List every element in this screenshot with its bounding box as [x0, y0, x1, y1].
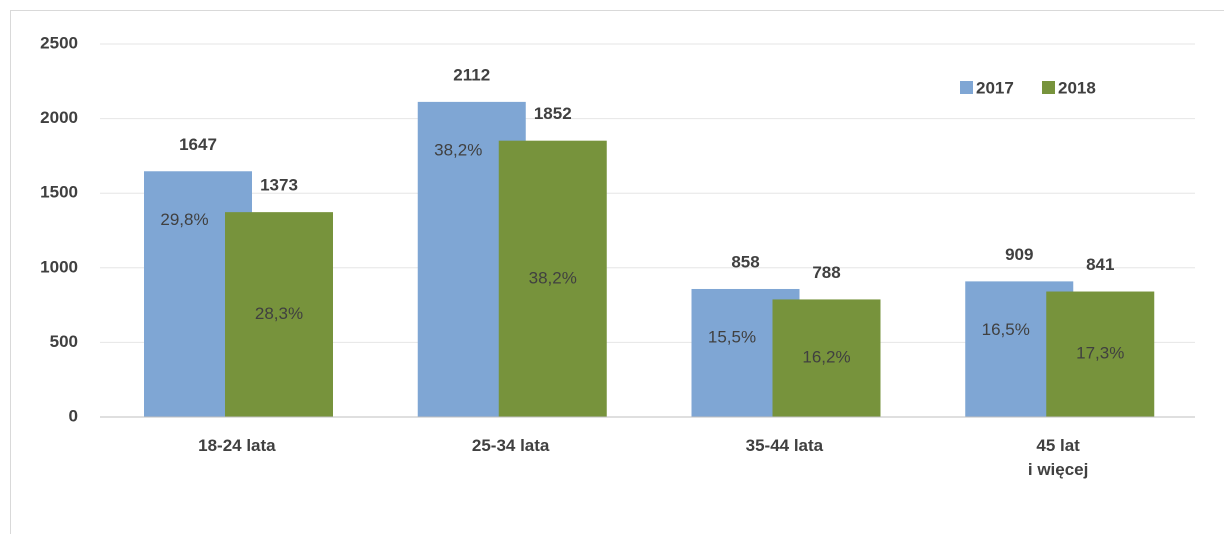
- legend-swatch: [1042, 81, 1055, 94]
- bar: [1046, 291, 1155, 417]
- value-label: 788: [812, 263, 840, 282]
- y-tick-label: 2000: [40, 108, 78, 127]
- share-label: 38,2%: [529, 268, 577, 287]
- share-label: 16,2%: [802, 348, 850, 367]
- legend-label: 2017: [976, 78, 1014, 97]
- bar: [772, 299, 881, 417]
- value-label: 1852: [534, 104, 572, 123]
- y-tick-label: 1500: [40, 183, 78, 202]
- share-label: 17,3%: [1076, 344, 1124, 363]
- bar: [225, 212, 333, 417]
- value-label: 841: [1086, 255, 1114, 274]
- share-label: 15,5%: [708, 327, 756, 346]
- share-label: 38,2%: [434, 140, 482, 159]
- bar: [498, 140, 607, 418]
- x-tick-label: 25-34 lata: [471, 436, 550, 455]
- value-label: 1373: [260, 176, 298, 195]
- value-label: 858: [731, 252, 759, 271]
- x-tick-label: 35-44 lata: [745, 436, 824, 455]
- legend-label: 2018: [1058, 78, 1096, 97]
- y-tick-label: 0: [69, 406, 78, 425]
- share-label: 28,3%: [255, 304, 303, 323]
- y-tick-label: 2500: [40, 33, 78, 52]
- value-label: 2112: [453, 65, 490, 84]
- x-tick-label: 18-24 lata: [198, 436, 276, 455]
- legend-swatch: [960, 81, 973, 94]
- y-tick-label: 1000: [40, 257, 78, 276]
- value-label: 1647: [179, 135, 217, 154]
- value-label: 909: [1005, 245, 1033, 264]
- x-tick-label: 45 lat i więcej: [1027, 436, 1089, 479]
- share-label: 29,8%: [160, 210, 208, 229]
- chart-border: [10, 10, 1224, 534]
- y-tick-label: 500: [50, 332, 78, 351]
- share-label: 16,5%: [982, 320, 1030, 339]
